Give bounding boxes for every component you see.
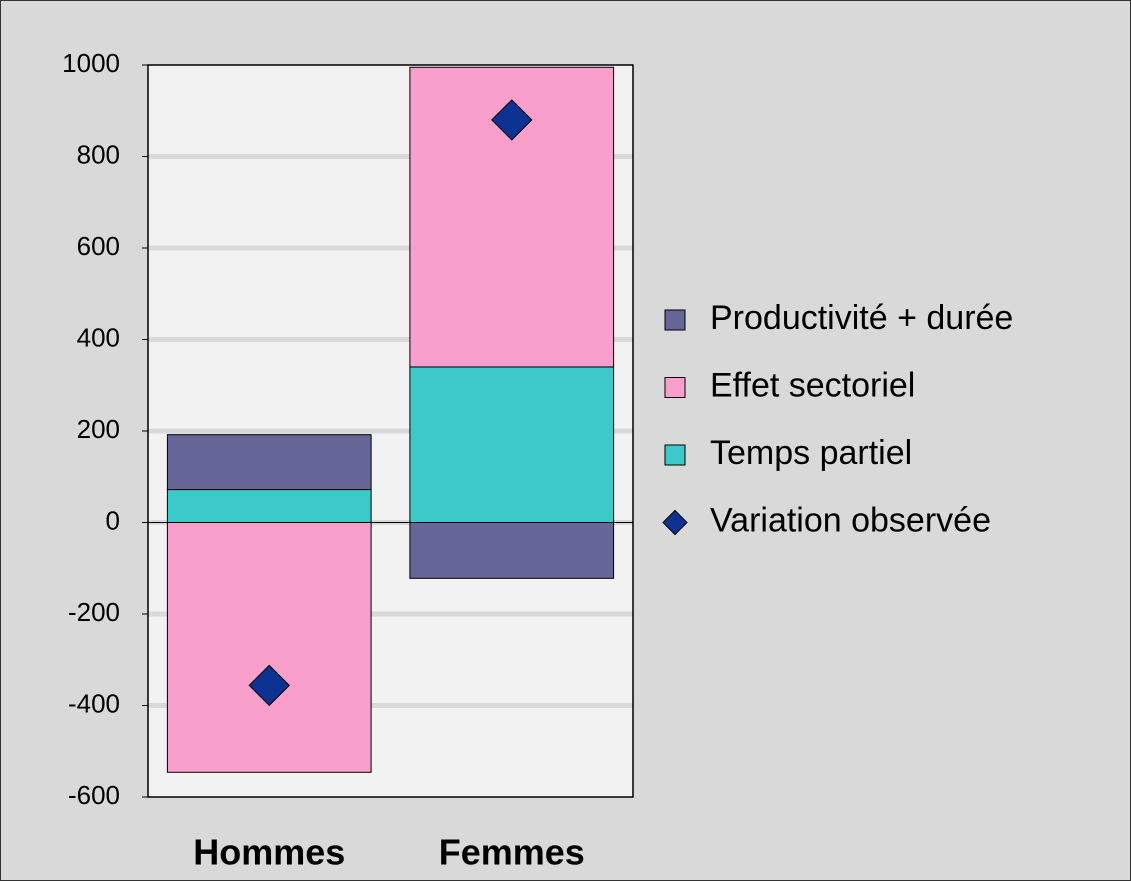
legend-swatch	[664, 444, 686, 466]
y-tick-label: 200	[77, 414, 120, 444]
legend-label: Temps partiel	[710, 434, 912, 472]
legend-label: Variation observée	[710, 501, 991, 539]
legend-label: Effet sectoriel	[710, 366, 915, 404]
y-tick-label: 0	[106, 505, 120, 535]
legend-swatch	[664, 309, 686, 331]
plot-border	[147, 64, 634, 798]
bar-segment	[166, 434, 372, 491]
y-tick-label: 1000	[62, 48, 120, 78]
marker	[491, 99, 533, 141]
y-tick-label: -600	[68, 780, 120, 810]
bar-segment	[166, 489, 372, 523]
x-tick-label: Femmes	[439, 832, 585, 873]
y-tick-label: 600	[77, 231, 120, 261]
y-tick-label: 800	[77, 139, 120, 169]
legend-swatch	[664, 377, 686, 398]
y-tick-label: -200	[68, 597, 120, 627]
bar-segment	[409, 366, 615, 524]
bar-segment	[409, 522, 615, 579]
legend-marker	[662, 509, 688, 536]
legend-label: Productivité + durée	[710, 299, 1013, 337]
y-tick-label: -400	[68, 688, 120, 718]
bar-segment	[166, 522, 372, 773]
x-tick-label: Hommes	[193, 832, 345, 873]
y-tick-label: 400	[77, 322, 120, 352]
marker	[248, 664, 290, 707]
